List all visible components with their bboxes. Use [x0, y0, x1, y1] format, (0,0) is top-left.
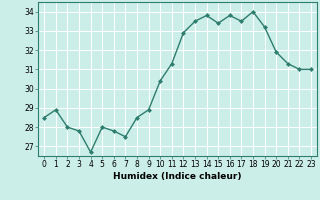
X-axis label: Humidex (Indice chaleur): Humidex (Indice chaleur) — [113, 172, 242, 181]
